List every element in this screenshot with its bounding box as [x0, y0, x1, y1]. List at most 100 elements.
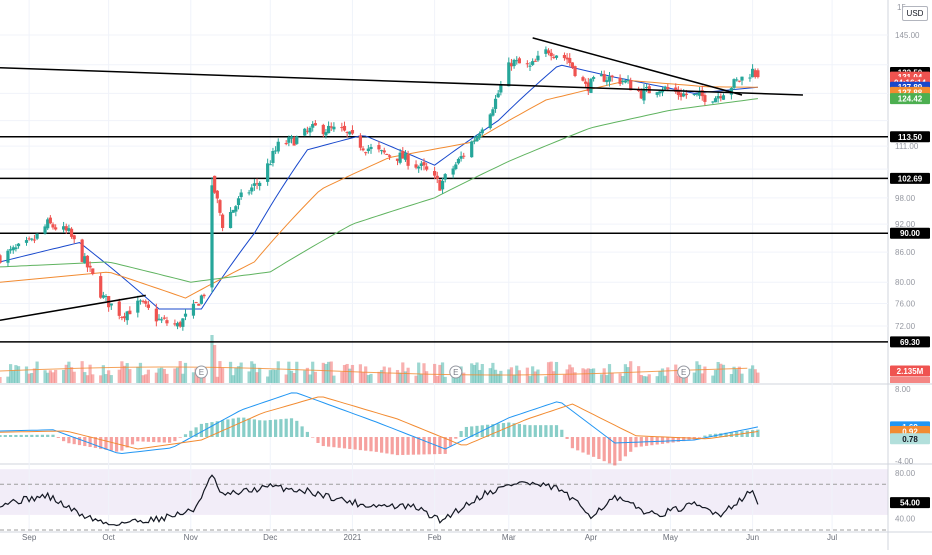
- candle-body: [165, 320, 169, 324]
- candle-body: [721, 95, 726, 100]
- volume-bar: [417, 362, 421, 383]
- macd-histogram-bar: [581, 437, 585, 453]
- earnings-marker[interactable]: [449, 365, 463, 379]
- macd-histogram-bar: [374, 437, 378, 452]
- candle-body: [329, 126, 333, 128]
- candle-body: [753, 70, 757, 77]
- volume-bar: [234, 367, 238, 383]
- volume-bar: [721, 364, 726, 383]
- time-axis-label: Sep: [22, 533, 37, 542]
- volume-bar: [24, 366, 29, 383]
- volume-bar: [252, 363, 256, 383]
- price-label: 127.88: [898, 88, 923, 97]
- candle-body: [199, 295, 203, 304]
- price-tick-label: 15: [897, 3, 906, 12]
- volume-bar: [637, 366, 641, 383]
- trend-line[interactable]: [0, 294, 146, 322]
- candle-body: [202, 294, 206, 297]
- volume-bar: [181, 373, 185, 383]
- candle-body: [32, 239, 37, 241]
- macd-histogram-bar: [411, 437, 415, 455]
- volume-bar: [11, 370, 15, 383]
- volume-bar: [266, 376, 270, 383]
- candle-body: [382, 150, 386, 153]
- macd-histogram-bar: [491, 424, 495, 437]
- candle-body: [586, 82, 590, 92]
- earnings-marker[interactable]: [194, 365, 208, 379]
- candle-body: [470, 141, 474, 158]
- volume-bar: [239, 362, 243, 383]
- candle-body: [197, 303, 201, 306]
- candle-body: [252, 183, 256, 186]
- macd-histogram-bar: [655, 437, 659, 445]
- candle-body: [684, 93, 688, 96]
- candle-body: [64, 226, 68, 231]
- volume-bar: [274, 369, 278, 383]
- candle-body: [509, 63, 514, 67]
- candle-body: [88, 265, 92, 268]
- volume-bar: [756, 372, 760, 383]
- volume-bar: [451, 374, 455, 383]
- trend-line[interactable]: [532, 37, 743, 96]
- volume-bar: [554, 361, 559, 383]
- candle-body: [698, 91, 702, 96]
- volume-bar: [382, 366, 386, 383]
- volume-bar: [308, 374, 312, 383]
- candle-body: [740, 76, 744, 81]
- price-tick-label: 111.00: [895, 142, 919, 151]
- candle-body: [340, 127, 344, 129]
- candle-body: [398, 152, 402, 163]
- rsi-band: [0, 469, 888, 515]
- macd-histogram-bar: [316, 437, 320, 443]
- candle-body: [255, 183, 259, 185]
- candle-body: [623, 80, 627, 83]
- candle-body: [737, 80, 741, 82]
- volume-bar: [178, 361, 182, 383]
- macd-histogram-bar: [592, 437, 596, 457]
- macd-histogram-bar: [77, 437, 82, 446]
- candle-body: [499, 85, 503, 93]
- price-label: 113.50: [898, 133, 923, 142]
- macd-histogram-bar: [136, 437, 140, 442]
- volume-bar: [321, 362, 325, 383]
- candle-body: [6, 250, 10, 263]
- macd-histogram-bar: [501, 423, 506, 437]
- volume-bar: [6, 376, 10, 383]
- earnings-marker[interactable]: [677, 365, 691, 379]
- volume-bar: [348, 368, 352, 383]
- volume-bar: [433, 363, 437, 383]
- candle-body: [48, 217, 52, 224]
- candle-body: [475, 136, 479, 142]
- volume-bar: [69, 367, 74, 383]
- candle-body: [629, 80, 633, 91]
- volume-bar: [512, 374, 516, 383]
- candle-body: [645, 86, 649, 88]
- candle-body: [454, 164, 458, 169]
- volume-bar: [592, 368, 596, 383]
- volume-bar: [703, 366, 707, 383]
- trend-line[interactable]: [0, 67, 803, 96]
- macd-histogram-bar: [486, 424, 490, 437]
- candle-body: [756, 70, 760, 78]
- candle-body: [440, 180, 445, 190]
- candle-body: [735, 79, 739, 81]
- candle-body: [525, 63, 529, 65]
- volume-bar: [735, 369, 739, 383]
- candle-body: [438, 180, 442, 191]
- volume-bar: [14, 365, 18, 383]
- macd-histogram-bar: [629, 437, 633, 452]
- price-label-bg: [890, 93, 930, 105]
- macd-histogram-bar: [40, 434, 44, 437]
- volume-bar: [250, 361, 254, 383]
- volume-bar: [292, 372, 296, 383]
- macd-histogram-bar: [395, 437, 400, 456]
- volume-bar: [32, 368, 37, 383]
- candle-body: [191, 303, 196, 316]
- volume-bar: [228, 361, 233, 383]
- candle-body: [528, 65, 532, 67]
- candle-body: [425, 166, 429, 170]
- volume-bar: [366, 375, 370, 383]
- price-tick-label: 80.00: [895, 278, 916, 287]
- currency-label[interactable]: USD: [902, 6, 928, 21]
